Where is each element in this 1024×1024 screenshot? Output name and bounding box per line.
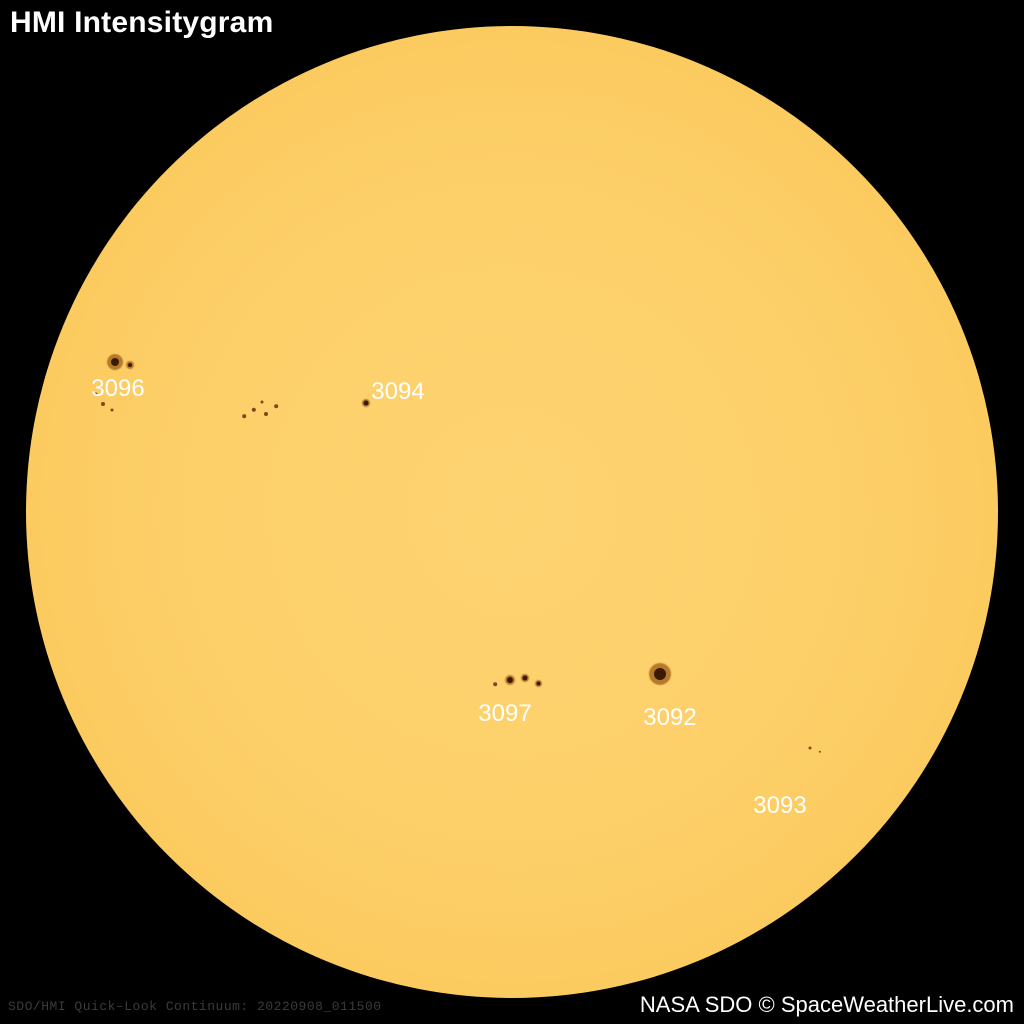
sunspot-speck-3094 xyxy=(261,401,264,404)
sunspot-speck-3094 xyxy=(264,412,268,416)
sunspot-3096 xyxy=(107,354,123,370)
sunspot-speck-3096 xyxy=(111,409,114,412)
sunspot-speck-3094 xyxy=(274,404,278,408)
timestamp-footer: SDO/HMI Quick–Look Continuum: 20220908_0… xyxy=(8,999,382,1014)
solar-disk xyxy=(26,26,998,998)
sunspot-3094 xyxy=(362,399,370,407)
sunspot-label-3094: 3094 xyxy=(371,378,424,406)
sunspot-3096 xyxy=(126,361,134,369)
sunspot-label-3092: 3092 xyxy=(643,704,696,732)
sunspot-speck-3097 xyxy=(493,682,497,686)
sunspot-label-3097: 3097 xyxy=(478,700,531,728)
sunspot-3097 xyxy=(535,680,542,687)
sunspot-label-3096: 3096 xyxy=(91,375,144,403)
sunspot-3097 xyxy=(521,674,529,682)
sunspot-label-3093: 3093 xyxy=(753,792,806,820)
sunspot-3097 xyxy=(505,675,515,685)
image-title: HMI Intensitygram xyxy=(10,6,273,40)
sunspot-speck-3093 xyxy=(809,747,812,750)
sunspot-speck-3094 xyxy=(242,414,246,418)
attribution-text: NASA SDO © SpaceWeatherLive.com xyxy=(640,992,1014,1018)
sunspot-3092 xyxy=(649,663,671,685)
solar-intensitygram: 3096 3094 3097 3092 3093 HMI Intensitygram N… xyxy=(0,0,1024,1024)
